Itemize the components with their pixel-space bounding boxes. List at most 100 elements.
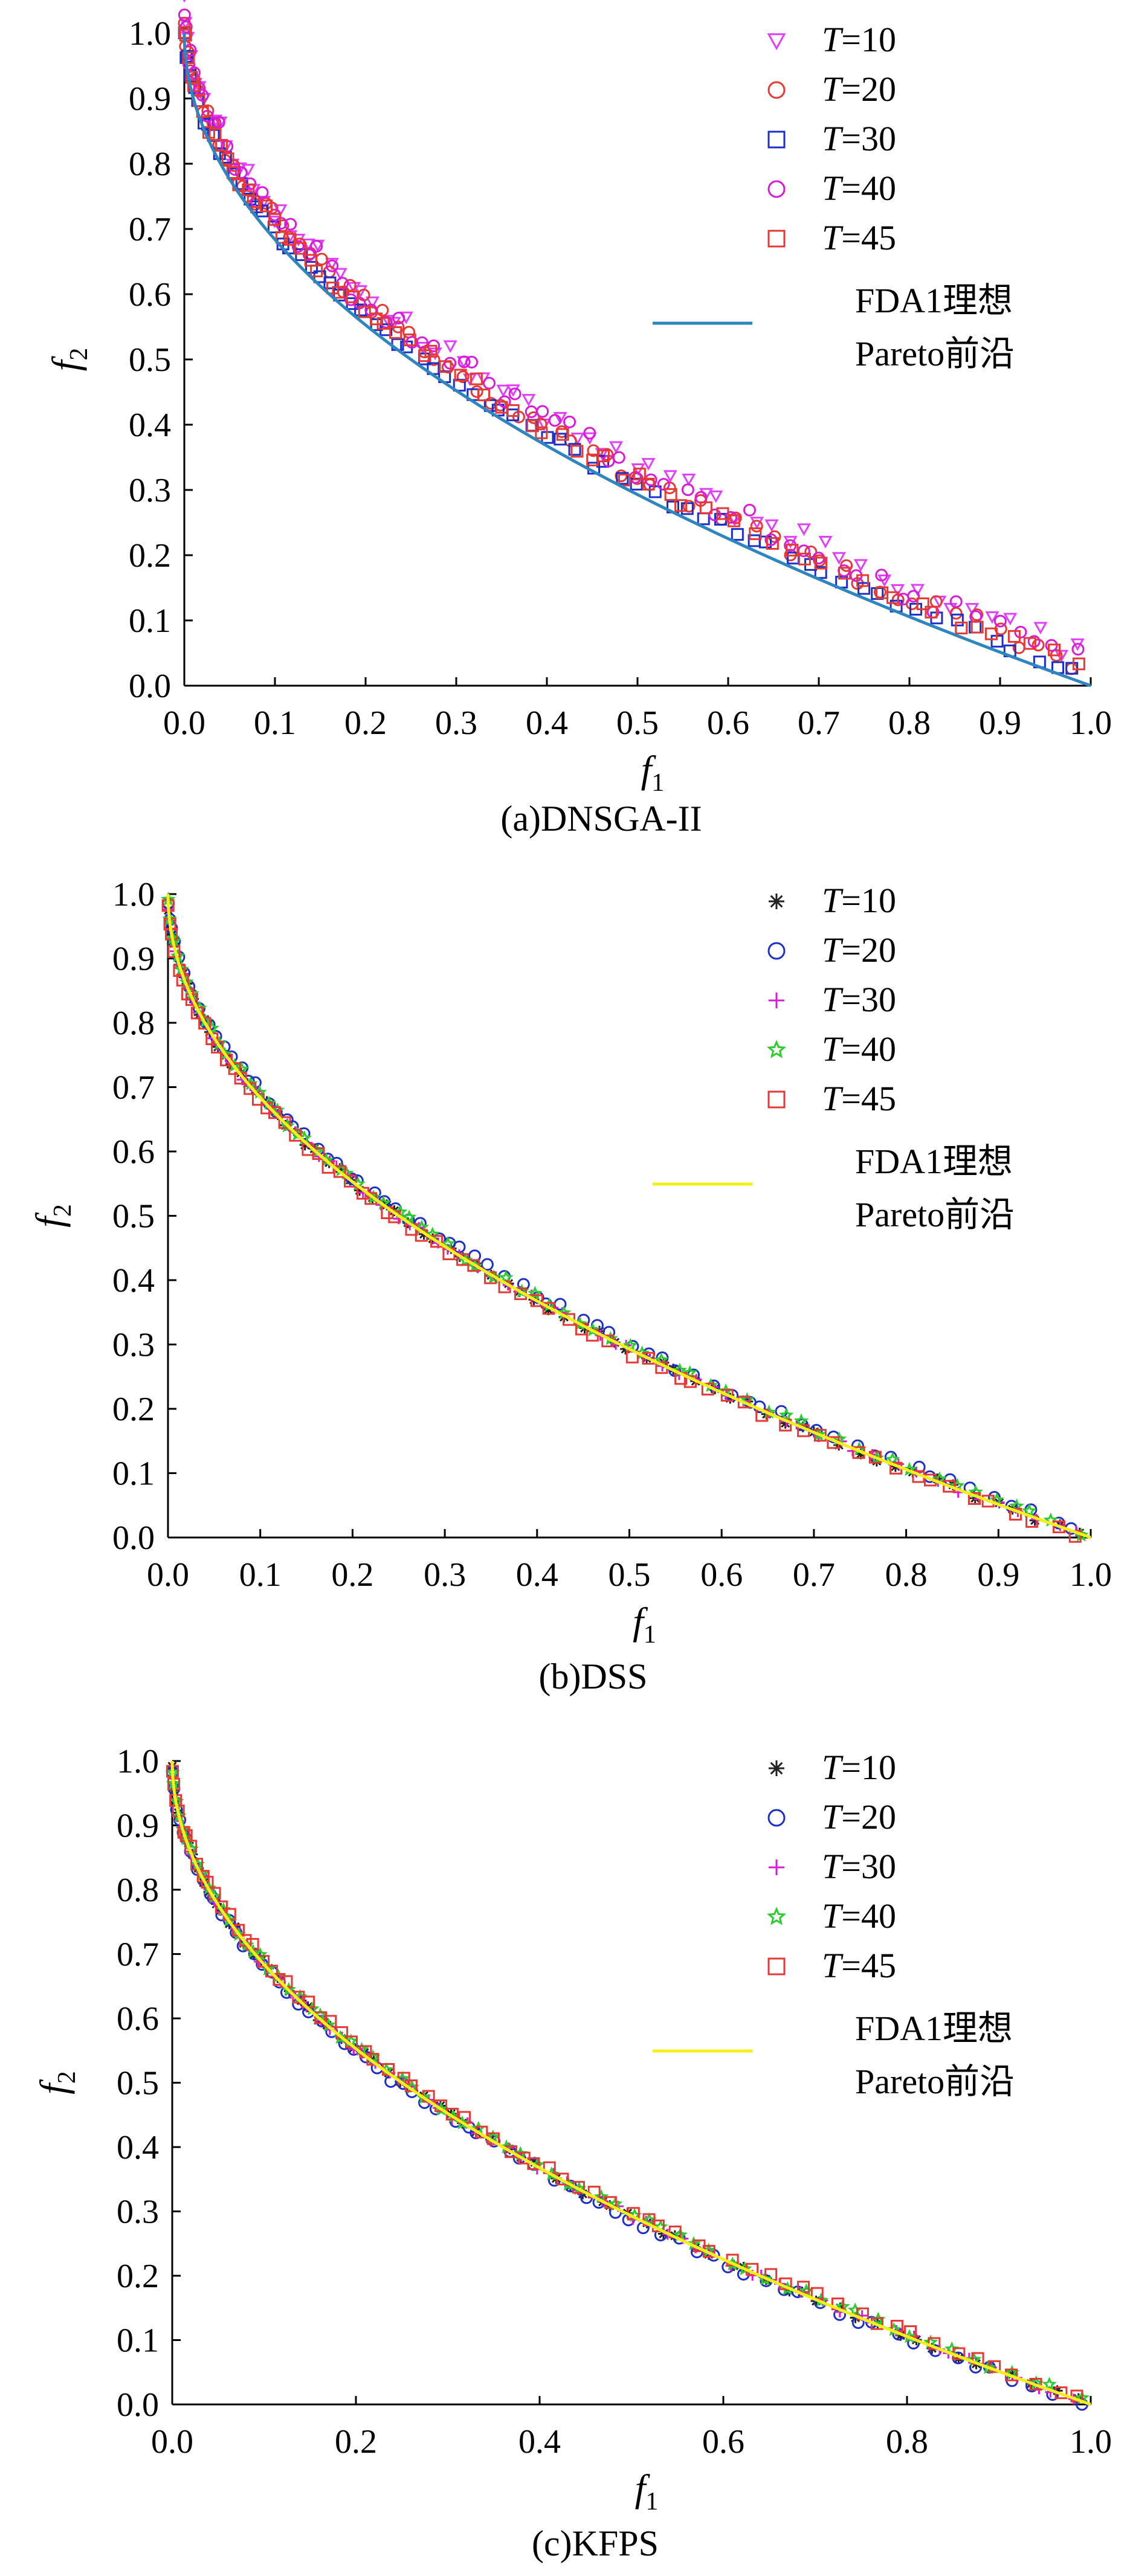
data-point [563, 415, 576, 428]
y-tick-label: 0.8 [117, 1872, 159, 1909]
y-tick-label: 0.3 [117, 2194, 159, 2231]
data-point [642, 1351, 655, 1365]
x-tick-label: 0.6 [700, 1556, 743, 1594]
data-point [178, 8, 191, 22]
y-tick-label: 0.7 [112, 1069, 155, 1107]
legend-marker [766, 1040, 787, 1058]
data-point [759, 535, 772, 549]
y-tick-label: 0.5 [117, 2065, 159, 2102]
data-point [427, 353, 441, 366]
data-point [283, 233, 297, 246]
data-point [633, 468, 646, 481]
reference-line [182, 33, 1091, 687]
x-tick-label: 0.8 [886, 2423, 928, 2461]
data-point [583, 427, 596, 440]
data-point [440, 1236, 456, 1251]
y-tick-label: 0.9 [129, 80, 171, 118]
data-point [354, 1185, 366, 1196]
data-point [369, 312, 383, 326]
data-point [358, 305, 371, 318]
legend-label: T=45 [822, 218, 896, 257]
data-point [1033, 622, 1048, 635]
data-point [601, 448, 614, 462]
x-tick-label: 0.7 [798, 704, 840, 742]
data-point [284, 217, 297, 231]
data-point [506, 404, 520, 417]
y-tick-label: 0.7 [117, 1936, 159, 1974]
legend-marker [766, 1907, 787, 1925]
data-point [182, 51, 195, 65]
data-point [315, 253, 328, 266]
data-point [616, 472, 629, 485]
x-tick-label: 0.5 [616, 704, 659, 742]
chart-1: 0.0 0.1 0.2 0.3 0.4 0.5 0.6 0.7 0.8 0.9 1.0 0.0 0.1 0… [44, 0, 1112, 839]
legend-label: FDA1理想 [855, 281, 1013, 320]
legend: T=10 T=20 T=30 T=40 T=45 FDA1理想 Pareto前沿 [653, 881, 1015, 1234]
data-point [949, 595, 963, 608]
data-point [366, 2049, 381, 2064]
data-point [234, 1061, 250, 1076]
data-point [1023, 637, 1036, 650]
data-point [505, 2145, 518, 2159]
data-point [260, 199, 273, 213]
data-point [1048, 643, 1061, 657]
data-point [890, 584, 905, 597]
y-tick-label: 0.4 [117, 2129, 159, 2166]
data-point [699, 501, 712, 514]
data-point [212, 116, 225, 129]
data-point [480, 1258, 494, 1271]
data-point [916, 597, 929, 610]
data-point [680, 502, 694, 515]
y-tick-label: 0.0 [112, 1519, 155, 1557]
y-tick-label: 0.6 [112, 1133, 155, 1171]
x-tick-label: 0.0 [163, 704, 205, 742]
data-point [526, 419, 539, 433]
legend-label: FDA1理想 [855, 2009, 1013, 2048]
reference-line [166, 894, 1091, 1539]
data-point [855, 1448, 867, 1460]
legend-label: T=10 [822, 1748, 896, 1787]
data-point [642, 477, 655, 491]
chart-2: 0.0 0.1 0.2 0.3 0.4 0.5 0.6 0.7 0.8 0.9 1.0 0.0 0.1 0… [28, 876, 1112, 1696]
y-tick-label: 0.1 [129, 602, 171, 640]
legend-marker [769, 993, 784, 1008]
chart-caption: (b)DSS [538, 1657, 647, 1696]
data-point [1021, 1503, 1037, 1518]
x-tick-label: 1.0 [1070, 704, 1112, 742]
data-point [392, 311, 405, 324]
legend-label: T=40 [822, 1029, 896, 1069]
legend-label: T=45 [822, 1079, 896, 1118]
x-tick-label: 1.0 [1070, 1556, 1112, 1594]
y-axis-label: f2 [32, 2071, 81, 2095]
data-point [857, 582, 871, 595]
x-tick-label: 0.2 [331, 1556, 373, 1594]
legend-label: T=20 [822, 69, 896, 109]
data-point [268, 1106, 282, 1119]
data-point [278, 1116, 291, 1129]
data-point [530, 1294, 543, 1307]
data-point [838, 567, 851, 580]
y-tick-label: 0.6 [129, 276, 171, 314]
x-tick-label: 0.0 [147, 1556, 189, 1594]
legend-marker [769, 894, 784, 909]
x-tick-label: 0.4 [516, 1556, 558, 1594]
data-point [443, 340, 457, 353]
data-point [231, 1927, 247, 1941]
data-point [270, 1102, 285, 1117]
data-point [553, 411, 567, 425]
y-tick-label: 0.8 [112, 1005, 155, 1042]
data-point [1042, 2377, 1057, 2391]
data-point [766, 537, 779, 550]
data-point [786, 544, 799, 557]
data-point [1065, 662, 1079, 675]
data-point [648, 485, 662, 498]
data-point [943, 1480, 956, 1493]
data-point [556, 428, 569, 441]
x-tick-label: 0.3 [435, 704, 477, 742]
data-point [793, 1413, 809, 1428]
chart-3: 0.0 0.2 0.4 0.6 0.8 1.0 0.0 0.1 0.2 0.3 0.4 0.5 0.6 0… [32, 1743, 1112, 2563]
data-point [470, 372, 483, 385]
x-tick-label: 0.2 [344, 704, 387, 742]
x-tick-label: 0.4 [518, 2423, 561, 2461]
data-point [641, 458, 656, 471]
